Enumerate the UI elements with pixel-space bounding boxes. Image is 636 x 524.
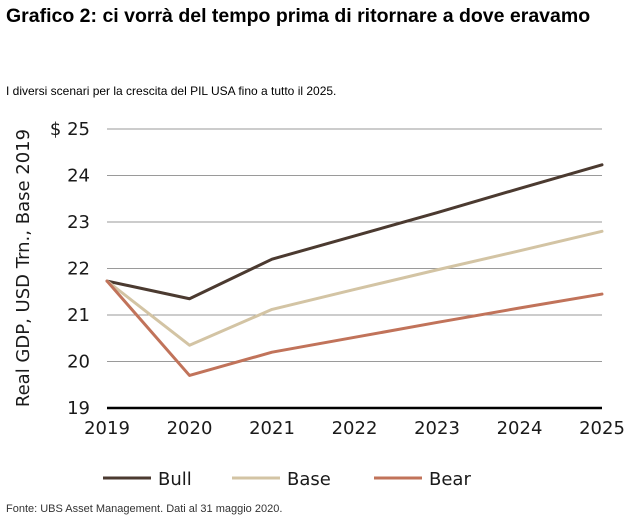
series-line-bull <box>105 163 604 301</box>
y-tick-label: 23 <box>67 212 90 233</box>
x-tick-label: 2020 <box>167 418 213 439</box>
chart-subtitle: I diversi scenari per la crescita del PI… <box>6 84 337 98</box>
y-axis-ticks: 19 20 21 22 23 24 $ 25 <box>50 119 90 419</box>
y-tick-label: 19 <box>67 398 90 419</box>
x-tick-label: 2024 <box>497 418 543 439</box>
y-tick-label: 22 <box>67 259 90 280</box>
x-tick-label: 2023 <box>414 418 460 439</box>
series-line-base <box>105 229 604 347</box>
y-tick-label: $ 25 <box>50 119 90 140</box>
y-tick-label: 20 <box>67 352 90 373</box>
legend-label-base: Base <box>287 469 331 490</box>
x-tick-label: 2022 <box>332 418 378 439</box>
source-note: Fonte: UBS Asset Management. Dati al 31 … <box>6 503 283 515</box>
x-axis-ticks: 2019 2020 2021 2022 2023 2024 2025 <box>84 418 625 439</box>
grid-lines <box>107 128 602 410</box>
y-tick-label: 24 <box>67 166 90 187</box>
x-tick-label: 2025 <box>579 418 625 439</box>
legend-label-bull: Bull <box>158 469 192 490</box>
x-tick-label: 2019 <box>84 418 130 439</box>
series-lines <box>105 163 604 377</box>
legend: Bull Base Bear <box>103 469 471 490</box>
series-line-bear <box>105 279 604 377</box>
legend-label-bear: Bear <box>429 469 471 490</box>
x-tick-label: 2021 <box>249 418 295 439</box>
y-axis-label: Real GDP, USD Trn., Base 2019 <box>13 129 34 407</box>
chart-title: Grafico 2: ci vorrà del tempo prima di r… <box>6 5 591 27</box>
y-tick-label: 21 <box>67 305 90 326</box>
